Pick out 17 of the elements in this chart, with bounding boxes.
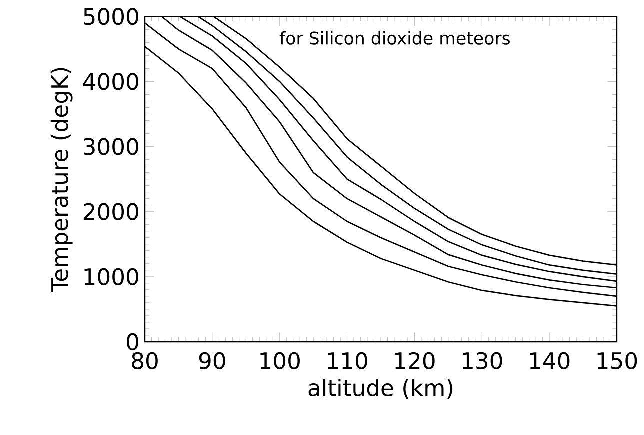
y-tick-label: 3000 [84, 138, 138, 156]
x-axis-title: altitude (km) [308, 378, 453, 400]
y-axis-title: Temperature (degK) [50, 68, 73, 292]
y-tick-label: 4000 [83, 73, 138, 90]
x-tick-label: 140 [530, 352, 570, 370]
y-tick-label: 2000 [84, 203, 138, 220]
x-tick-label: 90 [199, 352, 226, 370]
annotation: for Silicon dioxide meteors [280, 31, 510, 45]
y-tick-label: 0 [127, 333, 138, 351]
x-tick-label: 100 [260, 352, 300, 370]
x-tick-label: 150 [598, 352, 638, 370]
x-tick-label: 80 [132, 352, 158, 370]
y-tick-label: 5000 [84, 8, 138, 26]
x-tick-label: 110 [328, 352, 368, 370]
x-tick-label: 120 [396, 352, 435, 370]
x-tick-label: 130 [462, 352, 502, 370]
y-tick-label: 1000 [84, 268, 138, 286]
